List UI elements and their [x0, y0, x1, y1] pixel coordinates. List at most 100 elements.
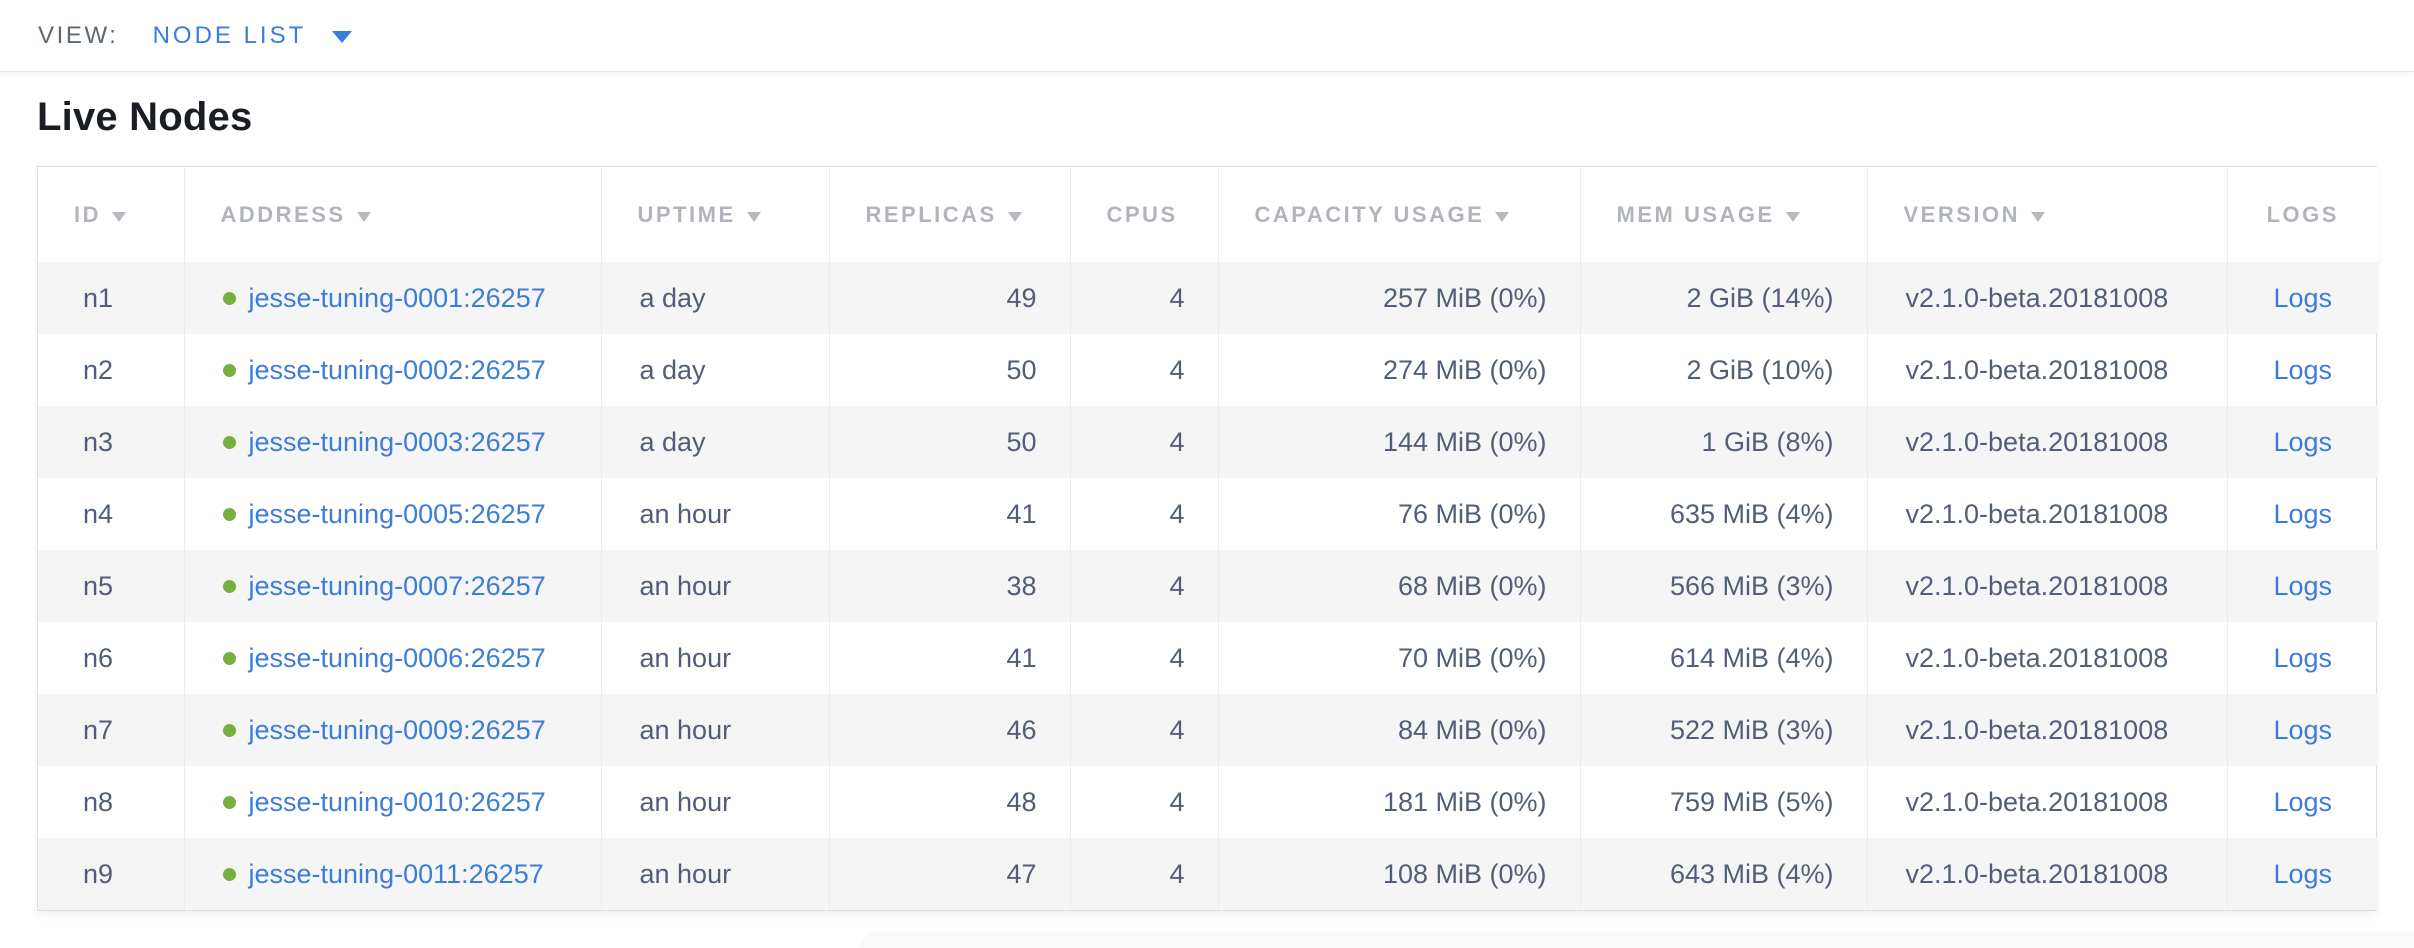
node-address-link[interactable]: jesse-tuning-0003:26257	[248, 426, 546, 457]
node-address-link[interactable]: jesse-tuning-0010:26257	[248, 786, 546, 817]
node-row-n9: n9 jesse-tuning-0011:26257 an hour 47 4 108 M…	[38, 838, 2378, 910]
cell-cpus: 4	[1070, 478, 1219, 550]
cell-cpus: 4	[1070, 550, 1219, 622]
column-header-version[interactable]: VERSION	[1867, 167, 2228, 262]
cell-cpus: 4	[1070, 766, 1219, 838]
cell-address: jesse-tuning-0002:26257	[184, 334, 602, 406]
cell-address: jesse-tuning-0011:26257	[184, 838, 602, 910]
node-row-n4: n4 jesse-tuning-0005:26257 an hour 41 4 76 Mi…	[38, 478, 2378, 550]
cell-capacity_usage: 144 MiB (0%)	[1218, 406, 1581, 478]
cell-uptime: an hour	[601, 478, 830, 550]
node-live-status-dot	[222, 795, 236, 809]
node-address-link[interactable]: jesse-tuning-0002:26257	[248, 354, 546, 385]
column-header-cpus: CPUS	[1070, 167, 1219, 262]
logs-link[interactable]: Logs	[2273, 354, 2333, 385]
node-live-status-dot	[222, 363, 236, 377]
logs-link[interactable]: Logs	[2273, 786, 2333, 817]
cell-mem_usage: 643 MiB (4%)	[1580, 838, 1868, 910]
cell-address: jesse-tuning-0003:26257	[184, 406, 602, 478]
cell-cpus: 4	[1070, 694, 1219, 766]
cell-id: n3	[38, 406, 185, 478]
node-address-link[interactable]: jesse-tuning-0011:26257	[248, 858, 544, 889]
cell-id: n4	[38, 478, 185, 550]
column-header-logs: LOGS	[2227, 167, 2378, 262]
cell-address: jesse-tuning-0006:26257	[184, 622, 602, 694]
logs-link[interactable]: Logs	[2273, 498, 2333, 529]
cell-replicas: 49	[829, 262, 1071, 334]
cell-version: v2.1.0-beta.20181008	[1867, 550, 2228, 622]
cell-version: v2.1.0-beta.20181008	[1867, 622, 2228, 694]
cell-replicas: 48	[829, 766, 1071, 838]
logs-link[interactable]: Logs	[2273, 282, 2333, 313]
cell-logs: Logs	[2227, 766, 2378, 838]
view-label: VIEW:	[38, 21, 119, 49]
cell-version: v2.1.0-beta.20181008	[1867, 334, 2228, 406]
node-row-n3: n3 jesse-tuning-0003:26257 a day 50 4 144 MiB…	[38, 406, 2378, 478]
cell-capacity_usage: 70 MiB (0%)	[1218, 622, 1581, 694]
cell-capacity_usage: 76 MiB (0%)	[1218, 478, 1581, 550]
cell-id: n8	[38, 766, 185, 838]
node-live-status-dot	[222, 507, 236, 521]
logs-link[interactable]: Logs	[2273, 714, 2333, 745]
node-address-link[interactable]: jesse-tuning-0001:26257	[248, 282, 546, 313]
column-header-address[interactable]: ADDRESS	[184, 167, 602, 262]
logs-link[interactable]: Logs	[2273, 642, 2333, 673]
cell-logs: Logs	[2227, 478, 2378, 550]
cell-version: v2.1.0-beta.20181008	[1867, 838, 2228, 910]
sort-caret-icon	[1495, 211, 1510, 222]
cell-mem_usage: 1 GiB (8%)	[1580, 406, 1868, 478]
sort-caret-icon	[112, 211, 126, 222]
cell-cpus: 4	[1070, 262, 1219, 334]
column-label: CPUS	[1106, 201, 1178, 227]
column-header-replicas[interactable]: REPLICAS	[829, 167, 1071, 262]
node-address-link[interactable]: jesse-tuning-0005:26257	[248, 498, 546, 529]
node-live-status-dot	[222, 867, 236, 881]
cell-logs: Logs	[2227, 334, 2378, 406]
cell-version: v2.1.0-beta.20181008	[1867, 694, 2228, 766]
column-header-capacity_usage[interactable]: CAPACITY USAGE	[1218, 167, 1581, 262]
column-header-uptime[interactable]: UPTIME	[601, 167, 830, 262]
cell-version: v2.1.0-beta.20181008	[1867, 406, 2228, 478]
cell-mem_usage: 614 MiB (4%)	[1580, 622, 1868, 694]
node-row-n2: n2 jesse-tuning-0002:26257 a day 50 4 274 MiB…	[38, 334, 2378, 406]
column-label: VERSION	[1903, 201, 2021, 227]
logs-link[interactable]: Logs	[2273, 570, 2333, 601]
cell-capacity_usage: 84 MiB (0%)	[1218, 694, 1581, 766]
node-row-n8: n8 jesse-tuning-0010:26257 an hour 48 4 181 M…	[38, 766, 2378, 838]
below-fold-shadow	[860, 932, 2414, 948]
cell-mem_usage: 522 MiB (3%)	[1580, 694, 1868, 766]
cell-id: n5	[38, 550, 185, 622]
cell-capacity_usage: 68 MiB (0%)	[1218, 550, 1581, 622]
node-address-link[interactable]: jesse-tuning-0006:26257	[248, 642, 546, 673]
sort-caret-icon	[356, 211, 371, 222]
logs-link[interactable]: Logs	[2273, 858, 2333, 889]
column-label: LOGS	[2266, 201, 2339, 227]
cell-uptime: an hour	[601, 622, 830, 694]
node-address-link[interactable]: jesse-tuning-0009:26257	[248, 714, 546, 745]
node-address-link[interactable]: jesse-tuning-0007:26257	[248, 570, 546, 601]
cell-id: n2	[38, 334, 185, 406]
cell-version: v2.1.0-beta.20181008	[1867, 766, 2228, 838]
column-header-id[interactable]: ID	[38, 167, 185, 262]
cell-uptime: a day	[601, 262, 830, 334]
cell-uptime: a day	[601, 334, 830, 406]
cell-logs: Logs	[2227, 550, 2378, 622]
node-row-n5: n5 jesse-tuning-0007:26257 an hour 38 4 68 Mi…	[38, 550, 2378, 622]
column-label: REPLICAS	[865, 201, 997, 227]
column-header-mem_usage[interactable]: MEM USAGE	[1580, 167, 1868, 262]
cell-cpus: 4	[1070, 838, 1219, 910]
cell-capacity_usage: 181 MiB (0%)	[1218, 766, 1581, 838]
node-live-status-dot	[222, 723, 236, 737]
cell-replicas: 50	[829, 406, 1071, 478]
cell-uptime: a day	[601, 406, 830, 478]
cell-logs: Logs	[2227, 838, 2378, 910]
cell-id: n1	[38, 262, 185, 334]
node-list-dropdown[interactable]: NODE LIST	[153, 22, 353, 50]
logs-link[interactable]: Logs	[2273, 426, 2333, 457]
live-nodes-section: Live Nodes ID ADDRESS UPTIME REPLICAS CPUS CA…	[0, 95, 2414, 911]
cell-uptime: an hour	[601, 550, 830, 622]
sort-caret-icon	[2031, 211, 2046, 222]
node-live-status-dot	[222, 579, 236, 593]
cell-id: n9	[38, 838, 185, 910]
node-row-n7: n7 jesse-tuning-0009:26257 an hour 46 4 84 Mi…	[38, 694, 2378, 766]
